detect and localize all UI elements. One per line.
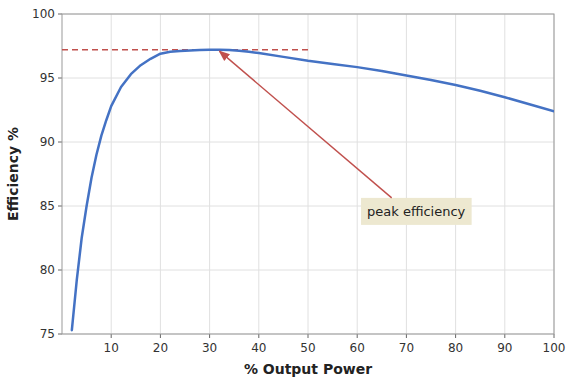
y-tick-label: 90 [40, 135, 55, 149]
y-axis-label: Efficiency % [5, 127, 21, 221]
annotation-text: peak efficiency [367, 204, 466, 219]
x-tick-label: 80 [448, 341, 463, 355]
x-tick-label: 10 [104, 341, 119, 355]
y-tick [58, 142, 62, 143]
x-tick-label: 20 [153, 341, 168, 355]
annotation: peak efficiency [219, 51, 471, 225]
x-axis-label: % Output Power [244, 361, 372, 377]
y-tick [58, 78, 62, 79]
y-tick [58, 334, 62, 335]
data-area [62, 50, 554, 330]
x-tick [554, 334, 555, 338]
x-tick-label: 30 [202, 341, 217, 355]
x-tick-label: 50 [300, 341, 315, 355]
annotation-box [361, 198, 472, 225]
data-line [72, 50, 554, 330]
x-grid-line [209, 14, 210, 334]
y-tick-label: 100 [32, 7, 55, 21]
y-tick-label: 80 [40, 263, 55, 277]
plot-background [62, 14, 554, 334]
grid [62, 14, 554, 334]
x-grid-line [357, 14, 358, 334]
chart: 75 80 85 90 95 100 10 20 30 40 50 60 70 80 90 100 % Outp… [0, 0, 570, 386]
annotation-arrow [219, 51, 391, 198]
y-tick [58, 270, 62, 271]
plot-frame [62, 14, 554, 334]
x-grid-line [111, 14, 112, 334]
x-tick [160, 334, 161, 338]
x-grid-line [258, 14, 259, 334]
x-grid-line [504, 14, 505, 334]
x-tick-label: 60 [350, 341, 365, 355]
y-tick-label: 85 [40, 199, 55, 213]
x-tick [455, 334, 456, 338]
x-tick-label: 40 [251, 341, 266, 355]
x-tick [111, 334, 112, 338]
x-tick [357, 334, 358, 338]
x-tick [308, 334, 309, 338]
x-tick [209, 334, 210, 338]
x-tick [258, 334, 259, 338]
y-tick [58, 206, 62, 207]
y-tick-label: 75 [40, 327, 55, 341]
y-tick-label: 95 [40, 71, 55, 85]
axes: 75 80 85 90 95 100 10 20 30 40 50 60 70 80 90 100 [32, 7, 565, 356]
x-grid-line [455, 14, 456, 334]
x-grid-line [406, 14, 407, 334]
x-tick-label: 100 [543, 341, 566, 355]
y-tick [58, 14, 62, 15]
x-grid-line [160, 14, 161, 334]
x-tick-label: 90 [497, 341, 512, 355]
x-tick-label: 70 [399, 341, 414, 355]
x-tick [406, 334, 407, 338]
x-tick [504, 334, 505, 338]
